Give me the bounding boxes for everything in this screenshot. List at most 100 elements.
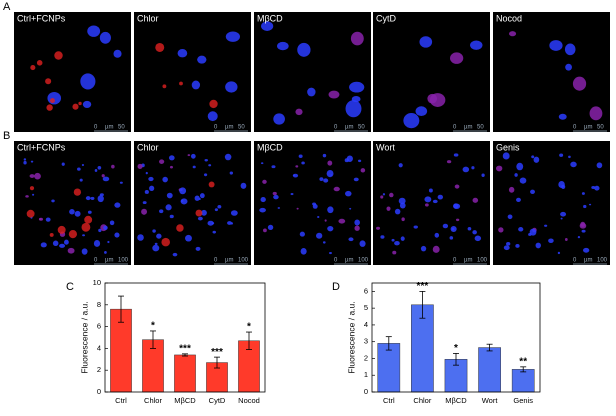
nucleus <box>446 160 452 164</box>
nucleus <box>462 166 470 173</box>
image-label: Ctrl+FCNPs <box>17 142 66 152</box>
nucleus <box>496 165 503 172</box>
nucleus <box>137 234 144 241</box>
nucleus <box>419 36 433 48</box>
nucleus <box>34 172 41 180</box>
particle-signal <box>54 51 63 60</box>
nucleus <box>297 42 311 57</box>
error-bar <box>385 336 392 351</box>
nucleus <box>224 153 232 161</box>
scale-end: 100 <box>358 258 369 264</box>
nucleus <box>577 235 581 239</box>
error-bar <box>182 353 188 357</box>
nucleus <box>394 241 400 246</box>
nucleus <box>307 87 316 97</box>
nucleus <box>432 199 438 204</box>
nucleus <box>391 238 395 242</box>
axes-frame <box>104 282 266 393</box>
nucleus <box>558 113 567 120</box>
nucleus <box>455 218 460 222</box>
bar <box>478 347 501 393</box>
nucleus <box>420 245 427 252</box>
nucleus <box>137 163 143 169</box>
nucleus <box>326 169 334 178</box>
nucleus <box>172 252 178 257</box>
nucleus <box>159 159 165 164</box>
nucleus <box>81 163 85 167</box>
nucleus <box>260 162 264 165</box>
nucleus <box>582 247 590 253</box>
nucleus <box>583 204 587 209</box>
image-label: MβCD <box>257 13 283 23</box>
nucleus <box>399 202 406 209</box>
nucleus <box>519 177 527 184</box>
nucleus <box>162 176 168 183</box>
nucleus <box>345 190 352 197</box>
image-label: Wort <box>376 142 395 152</box>
nucleus <box>413 225 418 229</box>
nucleus <box>23 160 27 165</box>
y-tick-label: 0 <box>364 387 368 396</box>
nucleus <box>327 206 334 214</box>
nucleus <box>319 177 324 182</box>
nucleus <box>474 235 482 242</box>
nucleus <box>263 228 267 233</box>
nucleus <box>516 162 524 171</box>
nucleus <box>518 227 524 232</box>
nucleus <box>322 153 327 158</box>
nucleus <box>529 228 537 236</box>
nucleus <box>259 207 266 213</box>
nucleus <box>581 229 586 233</box>
y-tick-label: 10 <box>93 278 101 287</box>
image-background <box>373 12 490 132</box>
nucleus <box>104 250 107 254</box>
nucleus <box>453 203 461 210</box>
particle-signal <box>179 81 183 86</box>
nucleus <box>168 155 175 161</box>
micrograph: CytD 0 µm 50 <box>373 12 490 132</box>
micrograph: MβCD 0 µm 100 <box>254 141 371 265</box>
nucleus <box>564 238 568 241</box>
nucleus <box>225 31 240 42</box>
nucleus <box>45 217 51 222</box>
nucleus <box>544 224 548 227</box>
nucleus <box>169 165 173 169</box>
scale-start: 0 <box>453 258 457 264</box>
nucleus <box>317 215 320 218</box>
nucleus <box>353 177 359 182</box>
particle-signal <box>161 237 170 247</box>
nucleus <box>81 248 88 255</box>
nucleus <box>531 155 535 159</box>
nucleus <box>79 178 83 182</box>
image-background <box>493 141 610 265</box>
nucleus <box>533 156 540 163</box>
y-tick-label: 3 <box>364 337 368 346</box>
nucleus <box>295 108 303 116</box>
nucleus <box>195 246 201 251</box>
nucleus <box>169 214 174 219</box>
nucleus <box>345 100 362 118</box>
particle-signal <box>49 232 54 237</box>
nucleus <box>82 234 85 237</box>
image-label: Chlor <box>137 13 159 23</box>
x-tick-label: CytD <box>209 396 226 405</box>
scale-unit: µm <box>345 258 353 264</box>
error-bar <box>214 356 220 369</box>
image-label: Ctrl+FCNPs <box>17 13 66 23</box>
nucleus <box>558 180 565 189</box>
nucleus <box>197 55 207 64</box>
particle-signal <box>68 230 77 239</box>
micrograph: Wort 0 µm 100 <box>373 141 490 265</box>
nucleus <box>47 91 62 105</box>
nucleus <box>301 161 305 165</box>
nucleus <box>398 163 403 168</box>
nucleus <box>327 226 334 232</box>
row-label: B <box>3 130 10 142</box>
nucleus <box>564 43 576 56</box>
nucleus <box>107 240 110 244</box>
nucleus <box>322 241 326 244</box>
particle-signal <box>46 104 53 111</box>
nucleus <box>74 210 81 217</box>
nucleus <box>327 160 333 166</box>
scale-unit: µm <box>105 258 113 264</box>
